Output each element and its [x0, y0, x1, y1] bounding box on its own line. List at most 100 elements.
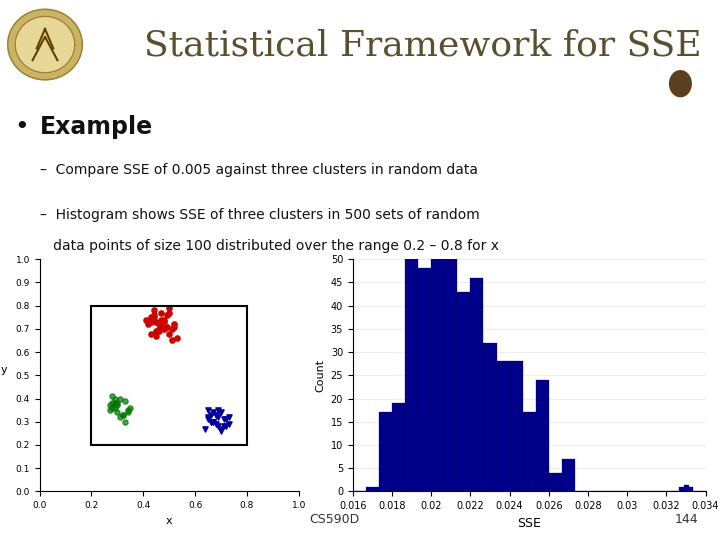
Point — [148, 306, 159, 315]
Point — [210, 410, 222, 419]
Text: Example: Example — [40, 114, 153, 139]
Point — [215, 427, 227, 435]
Point — [153, 327, 165, 335]
Point — [207, 417, 219, 426]
Point — [212, 422, 224, 431]
Point — [120, 396, 131, 405]
Text: –  Compare SSE of 0.005 against three clusters in random data: – Compare SSE of 0.005 against three clu… — [40, 163, 477, 177]
Point — [166, 336, 178, 345]
Bar — [405, 254, 418, 491]
Bar — [418, 268, 431, 491]
Point — [150, 327, 162, 335]
Point — [122, 406, 133, 415]
Point — [163, 303, 175, 312]
Point — [145, 313, 157, 321]
Polygon shape — [670, 71, 691, 97]
Point — [215, 424, 227, 433]
Point — [199, 424, 211, 433]
Bar — [470, 278, 483, 491]
Point — [168, 320, 180, 328]
Point — [218, 415, 230, 424]
Bar — [379, 413, 392, 491]
Text: data points of size 100 distributed over the range 0.2 – 0.8 for x: data points of size 100 distributed over… — [40, 239, 498, 253]
Bar — [444, 180, 457, 491]
Point — [210, 420, 222, 428]
Bar — [510, 361, 523, 491]
Point — [158, 315, 170, 324]
Bar — [457, 292, 470, 491]
Text: CS590D: CS590D — [310, 513, 360, 526]
Bar — [523, 413, 536, 491]
Bar — [497, 361, 510, 491]
Point — [158, 325, 170, 333]
Polygon shape — [15, 16, 75, 73]
Point — [120, 417, 131, 426]
Point — [107, 399, 118, 408]
Point — [112, 399, 123, 408]
Point — [163, 329, 175, 338]
Text: Statistical Framework for SSE: Statistical Framework for SSE — [144, 29, 701, 63]
Point — [109, 403, 120, 412]
Bar — [392, 403, 405, 491]
Point — [168, 322, 180, 331]
Point — [215, 408, 227, 417]
Point — [207, 408, 219, 417]
Point — [202, 406, 214, 415]
Point — [205, 417, 217, 426]
Point — [161, 310, 172, 319]
Bar — [549, 473, 562, 491]
Polygon shape — [8, 9, 82, 80]
Point — [150, 318, 162, 326]
Point — [153, 325, 165, 333]
Bar — [91, 306, 247, 445]
Point — [166, 325, 178, 333]
Point — [158, 318, 170, 326]
Point — [153, 320, 165, 328]
Point — [122, 408, 133, 417]
Point — [212, 406, 224, 415]
Point — [220, 422, 232, 431]
Text: –  Histogram shows SSE of three clusters in 500 sets of random: – Histogram shows SSE of three clusters … — [40, 208, 480, 222]
Point — [148, 313, 159, 321]
Bar — [536, 380, 549, 491]
Text: •: • — [14, 114, 29, 139]
Point — [114, 394, 126, 403]
Point — [223, 420, 235, 428]
Point — [109, 394, 120, 403]
Point — [150, 332, 162, 340]
Point — [140, 315, 152, 324]
Point — [145, 329, 157, 338]
Point — [202, 413, 214, 421]
Bar — [680, 487, 693, 491]
X-axis label: SSE: SSE — [517, 517, 541, 530]
Point — [107, 403, 118, 412]
Point — [171, 334, 183, 342]
Point — [143, 320, 154, 328]
Bar — [483, 343, 497, 491]
Point — [220, 415, 232, 424]
Text: 144: 144 — [675, 513, 698, 526]
X-axis label: x: x — [166, 516, 173, 525]
Bar — [431, 199, 444, 491]
Point — [210, 410, 222, 419]
Point — [107, 392, 118, 401]
Point — [145, 318, 157, 326]
Point — [218, 422, 230, 431]
Point — [207, 417, 219, 426]
Point — [117, 410, 128, 419]
Point — [202, 415, 214, 424]
Bar — [366, 487, 379, 491]
Point — [117, 410, 128, 419]
Point — [109, 399, 120, 408]
Y-axis label: Count: Count — [315, 359, 325, 392]
Point — [104, 401, 115, 410]
Point — [148, 310, 159, 319]
Bar — [562, 459, 575, 491]
Point — [125, 403, 136, 412]
Point — [156, 315, 167, 324]
Point — [161, 322, 172, 331]
Point — [112, 401, 123, 410]
Point — [112, 408, 123, 417]
Point — [156, 322, 167, 331]
Point — [163, 308, 175, 317]
